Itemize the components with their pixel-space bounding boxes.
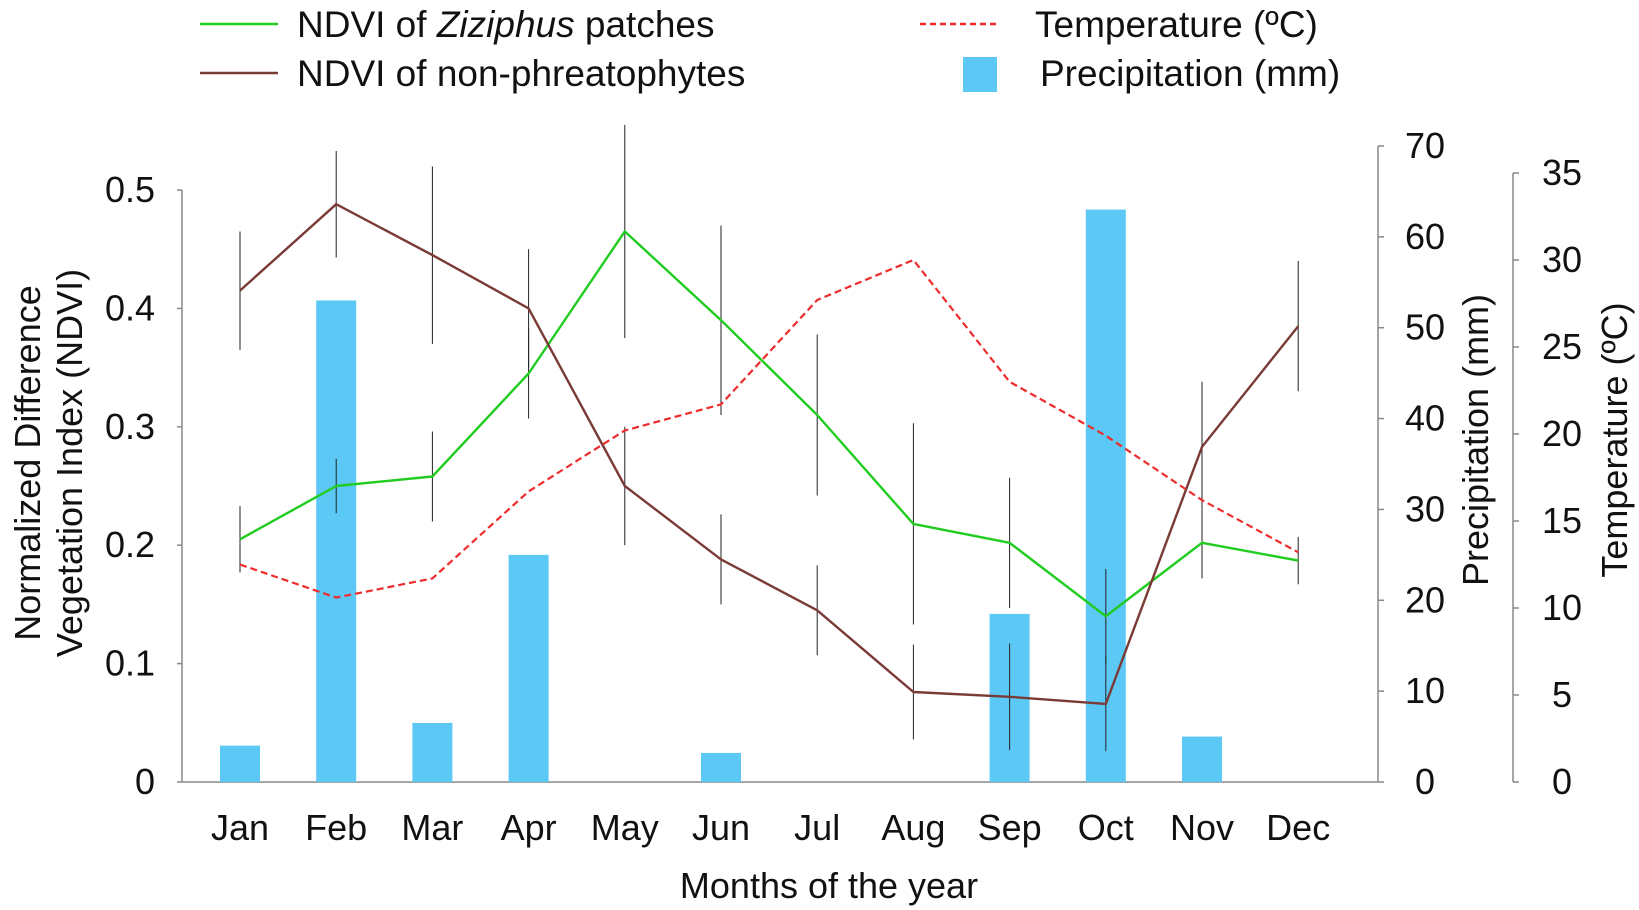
legend-label-precipitation: Precipitation (mm) xyxy=(1040,53,1340,94)
y-right2-tick-label: 15 xyxy=(1542,500,1582,541)
y-right1-tick-label: 50 xyxy=(1405,307,1445,348)
nonphreat-line xyxy=(239,202,1300,706)
x-tick-label-sep: Sep xyxy=(978,807,1042,848)
legend-swatch-precipitation xyxy=(963,57,997,92)
y-left-tick-label: 0.3 xyxy=(105,406,155,447)
y-left-tick-label: 0.4 xyxy=(105,287,155,328)
ziziphus-line xyxy=(239,230,1299,618)
series-lines xyxy=(239,202,1300,706)
x-tick-label-aug: Aug xyxy=(881,807,945,848)
legend: NDVI of Ziziphus patches NDVI of non-phr… xyxy=(200,4,1340,94)
y-right2-tick-label: 10 xyxy=(1542,587,1582,628)
y-right2-tick-label: 25 xyxy=(1542,326,1582,367)
x-tick-label-nov: Nov xyxy=(1170,807,1234,848)
y-left-tick-label: 0.1 xyxy=(105,643,155,684)
x-tick-label-dec: Dec xyxy=(1266,807,1330,848)
y-right1-tick-label: 60 xyxy=(1405,216,1445,257)
y-right2-tick-label: 0 xyxy=(1552,761,1572,802)
x-tick-label-feb: Feb xyxy=(305,807,367,848)
x-tick-label-oct: Oct xyxy=(1078,807,1134,848)
x-axis-title: Months of the year xyxy=(680,865,978,906)
x-tick-label-jul: Jul xyxy=(794,807,840,848)
y-right1-tick-label: 20 xyxy=(1405,579,1445,620)
y-left-tick-label: 0.5 xyxy=(105,169,155,210)
x-tick-label-apr: Apr xyxy=(501,807,557,848)
y-axis-right-precipitation-title: Precipitation (mm) xyxy=(1455,294,1496,586)
y-axis-left-title-line2: Vegetation Index (NDVI) xyxy=(49,269,90,657)
precipitation-bars xyxy=(220,209,1222,783)
precipitation-bar-apr xyxy=(508,554,549,782)
y-right2-tick-label: 30 xyxy=(1542,239,1582,280)
temperature-line xyxy=(239,258,1299,599)
x-tick-label-mar: Mar xyxy=(401,807,463,848)
y-right2-tick-label: 35 xyxy=(1542,152,1582,193)
precipitation-bar-jun xyxy=(701,752,741,782)
legend-label-temperature: Temperature (ºC) xyxy=(1035,4,1318,45)
precipitation-bar-nov xyxy=(1182,736,1222,782)
x-tick-label-jun: Jun xyxy=(692,807,750,848)
y-right1-tick-label: 70 xyxy=(1405,125,1445,166)
y-right1-tick-label: 10 xyxy=(1405,670,1445,711)
tick-labels: 0 0.1 0.2 0.3 0.4 0.5 0 10 20 30 40 50 60 70 0 5 10 15 20 2… xyxy=(105,125,1582,848)
y-right2-tick-label: 5 xyxy=(1552,674,1572,715)
y-left-tick-label: 0 xyxy=(135,761,155,802)
y-right1-tick-label: 40 xyxy=(1405,398,1445,439)
precipitation-bar-jan xyxy=(220,745,260,782)
y-right1-tick-label: 0 xyxy=(1415,761,1435,802)
x-tick-label-jan: Jan xyxy=(211,807,269,848)
x-tick-label-may: May xyxy=(591,807,659,848)
y-left-tick-label: 0.2 xyxy=(105,524,155,565)
y-right2-tick-label: 20 xyxy=(1542,413,1582,454)
error-bars xyxy=(239,124,1299,752)
y-axis-right-temperature-title: Temperature (ºC) xyxy=(1594,302,1635,577)
y-right1-tick-label: 30 xyxy=(1405,488,1445,529)
precipitation-bar-feb xyxy=(316,300,357,782)
tick-marks xyxy=(177,145,1519,783)
legend-label-ziziphus: NDVI of Ziziphus patches xyxy=(297,4,714,45)
legend-label-nonphreat: NDVI of non-phreatophytes xyxy=(297,53,745,94)
y-axis-left-title-line1: Normalized Difference xyxy=(7,285,48,640)
precipitation-bar-mar xyxy=(412,722,453,782)
